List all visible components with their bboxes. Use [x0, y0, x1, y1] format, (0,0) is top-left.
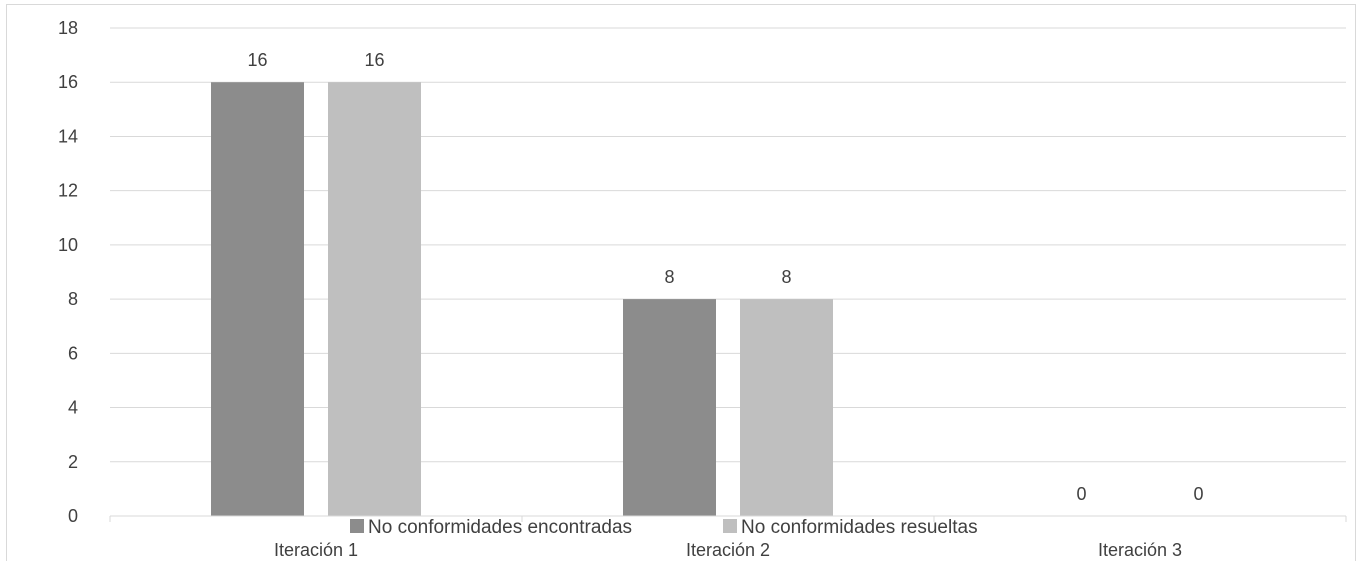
- data-label: 16: [247, 50, 267, 70]
- legend-label: No conformidades resueltas: [741, 517, 978, 538]
- y-tick-label: 16: [58, 72, 78, 92]
- y-tick-label: 10: [58, 235, 78, 255]
- bar: [211, 82, 304, 516]
- x-axis: Iteración 1 Iteración 2 Iteración 3: [109, 515, 1347, 560]
- legend-label: No conformidades encontradas: [368, 517, 632, 538]
- gridlines: [110, 27, 1346, 463]
- y-tick-label: 4: [68, 398, 78, 418]
- data-label: 8: [664, 267, 674, 287]
- y-tick-label: 0: [68, 506, 78, 526]
- data-label: 0: [1193, 484, 1203, 504]
- y-tick-label: 2: [68, 452, 78, 472]
- bar: [328, 82, 421, 516]
- y-tick-label: 14: [58, 126, 78, 146]
- chart-frame: [6, 4, 1356, 561]
- bar: [740, 299, 833, 516]
- x-category-label: Iteración 1: [274, 540, 358, 560]
- y-tick-label: 12: [58, 181, 78, 201]
- y-tick-label: 8: [68, 289, 78, 309]
- legend: No conformidades encontradas No conformid…: [350, 517, 978, 538]
- data-label: 0: [1076, 484, 1086, 504]
- legend-swatch: [350, 519, 364, 533]
- y-tick-label: 6: [68, 343, 78, 363]
- y-tick-label: 18: [58, 18, 78, 38]
- data-label: 16: [364, 50, 384, 70]
- bar: [623, 299, 716, 516]
- x-category-label: Iteración 3: [1098, 540, 1182, 560]
- bars: [211, 82, 833, 516]
- data-labels: 16 16 8 8 0 0: [247, 50, 1203, 504]
- x-category-label: Iteración 2: [686, 540, 770, 560]
- data-label: 8: [781, 267, 791, 287]
- y-axis: 0 2 4 6 8 10 12 14 16 18: [58, 18, 78, 526]
- legend-swatch: [723, 519, 737, 533]
